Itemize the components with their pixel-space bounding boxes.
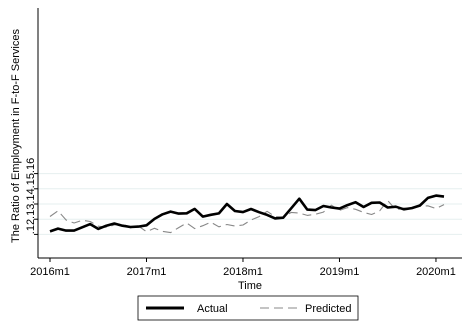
tick-marks: .12.13.14.15.16 2016m1 2017m1 2018m1 2019m1 2…: [25, 158, 456, 278]
series-line-actual: [49, 194, 445, 233]
x-tick-label: 2016m1: [30, 266, 70, 278]
y-tick-label: .12: [25, 219, 37, 234]
x-tick-label: 2019m1: [320, 266, 360, 278]
axes: [37, 8, 462, 259]
x-tick-label: 2017m1: [127, 266, 167, 278]
x-axis-title: Time: [238, 280, 262, 292]
legend: Actual Predicted: [137, 295, 359, 321]
y-tick-label: .15: [25, 173, 37, 188]
y-tick-label: .13: [25, 204, 37, 219]
series-lines: [49, 194, 445, 234]
y-axis-title: The Ratio of Employment in F-to-F Servic…: [10, 29, 22, 243]
legend-actual-label: Actual: [197, 303, 228, 315]
y-tick-label: .16: [25, 158, 37, 173]
x-tick-label: 2018m1: [223, 266, 263, 278]
y-tick-label: .14: [25, 188, 37, 203]
y-tick-labels: .12.13.14.15.16: [25, 158, 37, 234]
legend-predicted-label: Predicted: [305, 303, 351, 315]
x-tick-label: 2020m1: [416, 266, 456, 278]
